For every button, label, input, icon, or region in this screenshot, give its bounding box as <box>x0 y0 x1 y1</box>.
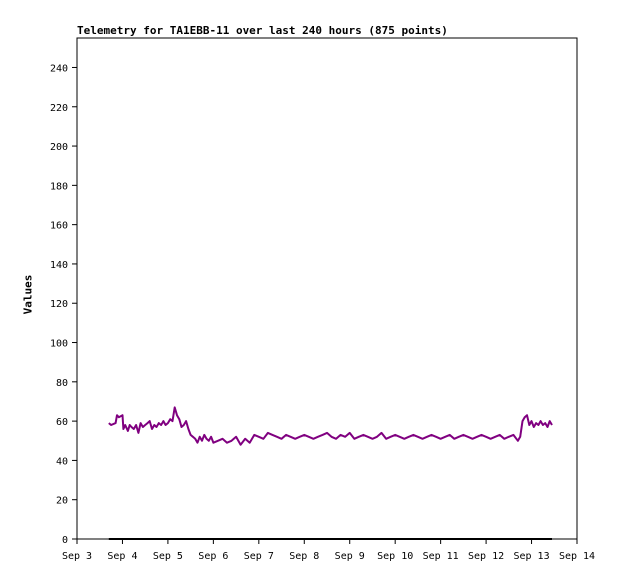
x-axis-ticks: Sep 3 Sep 4 Sep 5 Sep 6 Sep 7 Sep 8 Sep 9 Sep 1… <box>62 539 595 562</box>
y-tick-label: 240 <box>50 63 68 74</box>
y-tick-label: 140 <box>50 260 68 271</box>
y-tick-label: 180 <box>50 181 68 192</box>
y-tick-label: 20 <box>56 496 68 507</box>
x-tick-label: Sep 13 <box>513 551 549 562</box>
y-tick-label: 200 <box>50 142 68 153</box>
y-tick-label: 160 <box>50 221 68 232</box>
x-tick-label: Sep 4 <box>107 551 137 562</box>
y-axis-ticks: 0 20 40 60 80 100 120 140 160 180 200 220 240 <box>50 63 77 546</box>
x-tick-label: Sep 14 <box>559 551 595 562</box>
series-layer <box>108 406 553 540</box>
chart-title: Telemetry for TA1EBB-11 over last 240 ho… <box>77 24 448 37</box>
x-tick-label: Sep 12 <box>468 551 504 562</box>
x-tick-label: Sep 5 <box>153 551 183 562</box>
x-tick-label: Sep 10 <box>377 551 413 562</box>
y-tick-label: 80 <box>56 378 68 389</box>
plot-frame <box>76 37 578 540</box>
y-tick-label: 0 <box>62 535 68 546</box>
y-tick-label: 100 <box>50 339 68 350</box>
x-tick-label: Sep 7 <box>244 551 274 562</box>
x-tick-label: Sep 8 <box>289 551 319 562</box>
x-tick-label: Sep 9 <box>335 551 365 562</box>
y-tick-label: 40 <box>56 456 68 467</box>
y-tick-label: 60 <box>56 417 68 428</box>
series-line-0 <box>108 406 553 446</box>
x-tick-label: Sep 3 <box>62 551 92 562</box>
y-tick-label: 220 <box>50 103 68 114</box>
x-tick-label: Sep 11 <box>423 551 459 562</box>
x-tick-label: Sep 6 <box>198 551 228 562</box>
y-tick-label: 120 <box>50 299 68 310</box>
